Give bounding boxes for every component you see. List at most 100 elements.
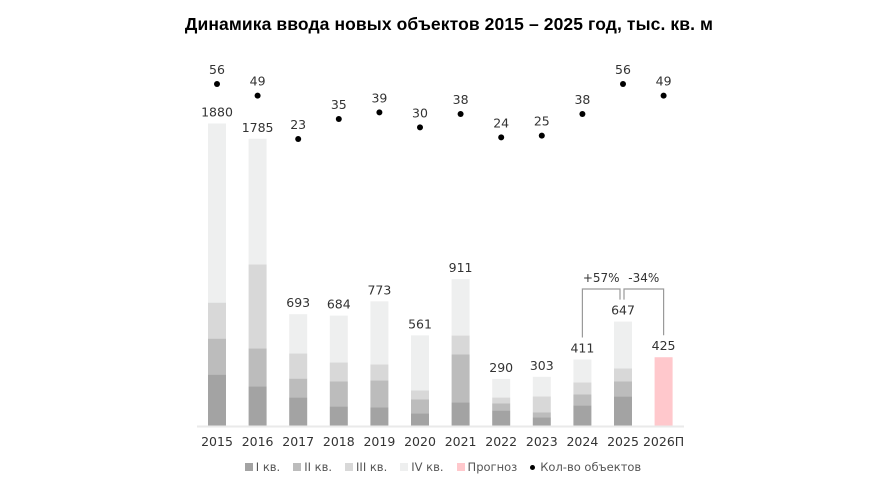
legend-dot-icon [530, 464, 536, 470]
count-dot [457, 111, 464, 117]
bar-segment-q4 [532, 376, 551, 397]
bar-total-label: 693 [286, 295, 310, 310]
bar-total-label: 773 [367, 282, 391, 297]
count-dot [498, 134, 505, 141]
x-tick-label: 2025 [607, 434, 639, 449]
count-dot [376, 109, 383, 116]
bar-segment-q3 [208, 302, 226, 339]
bar-segment-q4 [573, 359, 592, 383]
count-label: 49 [656, 74, 672, 89]
bar-segment-q4 [451, 279, 470, 336]
bar-segment-q1 [614, 396, 632, 426]
x-tick-label: 2015 [201, 434, 233, 449]
x-tick-label: 2026П [643, 434, 684, 449]
bars-group: 1880 1785 693 684 773 561 911 290 303 411 647 425 [201, 105, 676, 426]
x-tick-label: 2018 [323, 434, 355, 449]
legend-item-count: Кол-во объектов [530, 460, 641, 474]
bar-segment-q2 [614, 381, 632, 397]
bar-2023: 303 [530, 358, 554, 426]
bar-total-label: 1785 [242, 120, 274, 135]
bar-segment-q3 [573, 382, 592, 395]
bar-total-label: 303 [530, 358, 554, 373]
bar-segment-q2 [573, 394, 592, 406]
x-tick-label: 2019 [363, 434, 395, 449]
bar-2017: 693 [286, 295, 310, 426]
legend-swatch-q1 [244, 463, 253, 471]
count-label: 56 [615, 62, 631, 77]
bar-segment-q4 [248, 138, 267, 265]
change-percent-label: -34% [628, 271, 659, 285]
bar-segment-q1 [370, 407, 389, 426]
count-label: 30 [412, 105, 428, 120]
count-dot [254, 92, 261, 99]
legend: I кв. II кв. III кв. IV кв. Прогноз Кол-… [0, 460, 878, 474]
x-tick-label: 2023 [526, 434, 558, 449]
bar-segment-q2 [208, 338, 226, 375]
bar-2019: 773 [367, 282, 391, 426]
bar-segment-q1 [573, 405, 592, 426]
count-label: 38 [574, 92, 590, 107]
bar-2020: 561 [408, 316, 432, 426]
bar-2025: 647 [611, 303, 635, 426]
bar-total-label: 425 [652, 338, 676, 353]
bar-segment-q1 [289, 397, 308, 426]
bar-segment-q3 [614, 368, 632, 382]
change-brackets: +57% -34% [581, 271, 665, 338]
legend-label: III кв. [356, 460, 388, 474]
x-tick-label: 2020 [404, 434, 436, 449]
count-dot [579, 111, 586, 117]
x-tick-label: 2022 [485, 434, 517, 449]
legend-swatch-q4 [400, 463, 409, 471]
change-bracket: +57% [581, 271, 621, 338]
legend-swatch-forecast [456, 463, 465, 471]
object-count-dots: 56 49 23 35 39 30 38 24 25 38 56 49 [209, 62, 672, 142]
bar-segment-q1 [248, 386, 267, 426]
bar-segment-q1 [532, 417, 551, 426]
legend-item-forecast: Прогноз [456, 460, 518, 474]
bar-segment-q1 [411, 413, 429, 426]
bracket-line [581, 288, 621, 338]
legend-label: I кв. [255, 460, 281, 474]
chart-title: Динамика ввода новых объектов 2015 – 202… [184, 14, 714, 34]
x-tick-label: 2016 [242, 434, 274, 449]
count-label: 56 [209, 62, 225, 77]
bar-segment-q1 [451, 402, 470, 426]
bar-segment-q4 [492, 378, 511, 398]
bar-segment-q4 [208, 123, 226, 303]
legend-item-q4: IV кв. [400, 460, 444, 474]
bar-segment-q3 [492, 397, 511, 404]
legend-label: Прогноз [467, 460, 518, 474]
bar-segment-q1 [208, 374, 226, 426]
bar-2022: 290 [489, 360, 513, 426]
bar-total-label: 911 [449, 260, 473, 275]
bar-segment-q3 [370, 364, 389, 381]
count-dot [295, 136, 302, 142]
count-dot [660, 92, 667, 99]
bar-segment-q2 [329, 381, 348, 407]
bar-total-label: 1880 [201, 105, 233, 120]
bar-total-label: 411 [570, 340, 594, 355]
count-dot [214, 81, 220, 87]
bar-segment-q3 [329, 362, 348, 382]
legend-swatch-q2 [293, 463, 302, 471]
bar-segment-q1 [492, 410, 511, 426]
legend-item-q3: III кв. [345, 460, 387, 474]
bar-segment-q4 [411, 335, 429, 391]
bar-segment-forecast [654, 357, 673, 426]
legend-label: II кв. [304, 460, 333, 474]
x-tick-label: 2017 [282, 434, 314, 449]
count-label: 38 [453, 92, 469, 107]
bar-total-label: 647 [611, 303, 635, 318]
bar-segment-q3 [289, 353, 308, 379]
bar-segment-q2 [289, 378, 308, 398]
bar-segment-q2 [411, 399, 429, 414]
legend-label: Кол-во объектов [540, 460, 642, 474]
legend-item-q2: II кв. [293, 460, 332, 474]
bar-segment-q4 [614, 321, 632, 369]
change-percent-label: +57% [583, 271, 620, 285]
bar-2021: 911 [449, 260, 473, 426]
bar-2026П: 425 [652, 338, 676, 426]
bar-segment-q3 [248, 264, 267, 349]
bar-2015: 1880 [201, 105, 233, 426]
